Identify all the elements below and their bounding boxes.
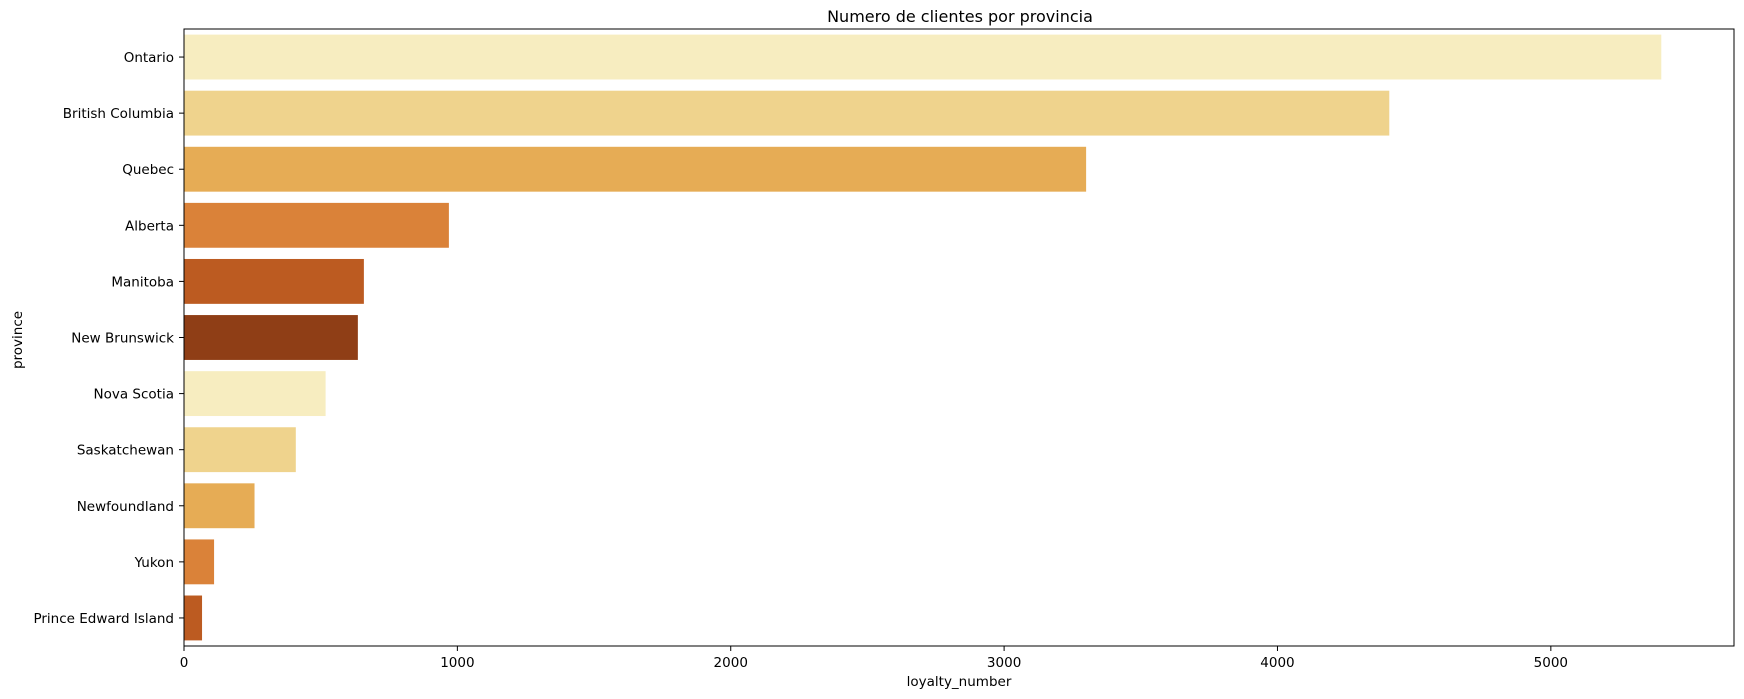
x-tick-label: 0 [180, 655, 189, 671]
y-tick-label: Quebec [122, 162, 174, 178]
y-tick-label: Alberta [125, 218, 174, 234]
bars-group [184, 34, 1662, 641]
bar-prince-edward-island [184, 595, 203, 641]
y-tick-label: Saskatchewan [77, 443, 174, 459]
bar-nova-scotia [184, 371, 326, 417]
y-tick-label: Ontario [124, 50, 174, 66]
bar-british-columbia [184, 90, 1390, 136]
chart-title: Numero de clientes por provincia [827, 7, 1093, 26]
y-tick-label: Nova Scotia [94, 387, 174, 403]
y-axis-label: province [10, 311, 26, 369]
x-tick-label: 5000 [1534, 655, 1568, 671]
bar-ontario [184, 34, 1662, 80]
x-tick-label: 3000 [987, 655, 1021, 671]
bar-manitoba [184, 258, 364, 304]
y-tick-label: New Brunswick [71, 331, 174, 347]
y-tick-label: Yukon [134, 555, 174, 571]
y-tick-label: Prince Edward Island [33, 611, 174, 627]
y-tick-label: Manitoba [111, 274, 174, 290]
plot-frame [183, 28, 1735, 647]
y-tick-labels: Ontario British Columbia Quebec Alberta Mani… [33, 50, 184, 627]
x-tick-label: 1000 [440, 655, 474, 671]
bar-quebec [184, 146, 1087, 192]
x-tick-label: 2000 [714, 655, 748, 671]
x-tick-label: 4000 [1260, 655, 1294, 671]
bar-yukon [184, 539, 215, 585]
bar-alberta [184, 202, 449, 248]
y-tick-label: British Columbia [63, 106, 174, 122]
y-tick-label: Newfoundland [77, 499, 174, 515]
bar-saskatchewan [184, 427, 296, 473]
bar-new-brunswick [184, 315, 358, 360]
x-axis-label: loyalty_number [907, 674, 1012, 690]
x-tick-labels: 0 1000 2000 3000 4000 5000 [180, 646, 1568, 671]
bar-newfoundland [184, 483, 255, 529]
